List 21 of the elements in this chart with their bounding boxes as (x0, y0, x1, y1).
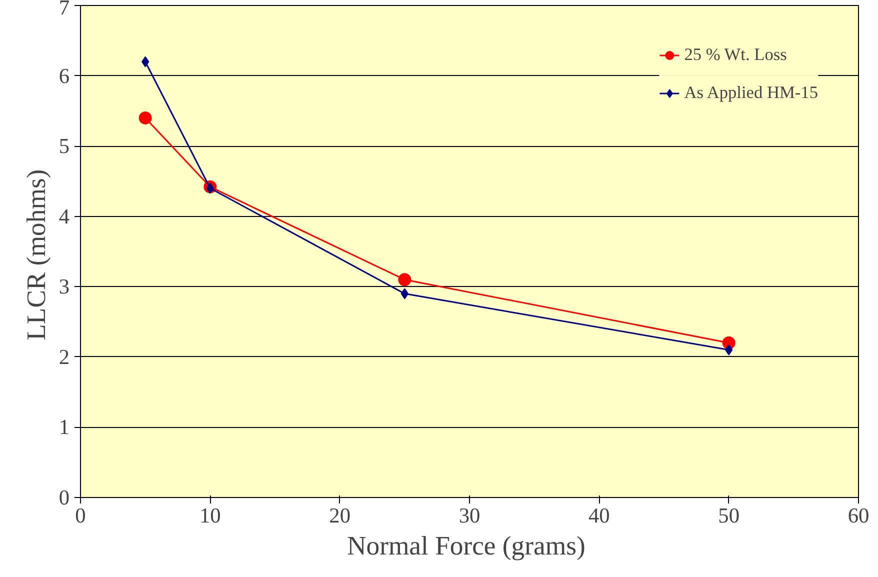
y-tick-label: 0 (58, 486, 70, 510)
x-tick-label: 30 (458, 504, 480, 528)
point (398, 273, 412, 286)
y-tick-label: 7 (58, 0, 70, 20)
y-tick-label: 2 (58, 344, 70, 369)
x-tick-label: 60 (848, 504, 870, 528)
x-axis-title: Normal Force (grams) (346, 530, 586, 560)
x-tick-label: 50 (718, 504, 740, 528)
x-tick-label: 10 (200, 504, 221, 528)
legend-label: As Applied HM-15 (684, 83, 818, 103)
y-tick-label: 4 (58, 204, 70, 228)
y-tick-label: 6 (58, 64, 70, 88)
legend-label: 25 % Wt. Loss (684, 45, 787, 65)
y-tick-label: 3 (58, 274, 70, 299)
y-axis-title: LLCR (mohms) (20, 169, 51, 340)
x-tick-label: 0 (75, 504, 86, 528)
x-tick-label: 20 (329, 504, 350, 528)
point (138, 111, 152, 124)
x-tick-label: 40 (588, 504, 610, 528)
y-tick-label: 5 (58, 134, 70, 158)
y-tick-label: 1 (58, 415, 70, 440)
